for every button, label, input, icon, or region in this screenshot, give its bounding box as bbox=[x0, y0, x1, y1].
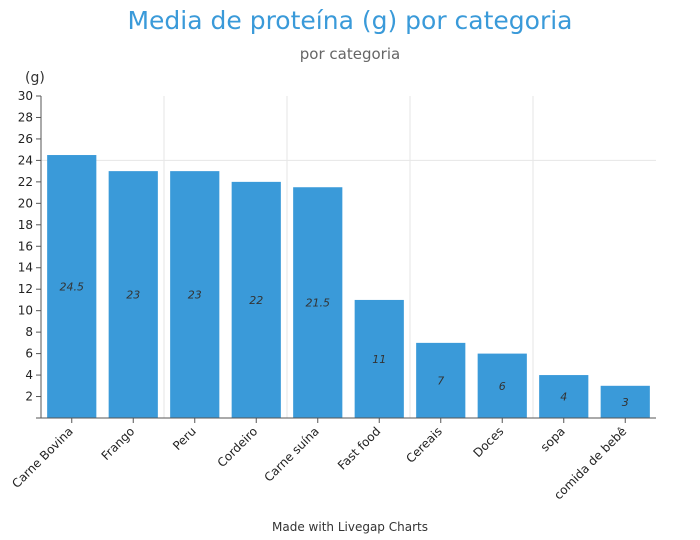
bar bbox=[231, 181, 281, 418]
bar bbox=[539, 375, 589, 418]
y-tick-label: 16 bbox=[18, 239, 33, 253]
bar bbox=[354, 299, 404, 418]
y-tick-label: 12 bbox=[18, 282, 33, 296]
category-label: Doces bbox=[470, 424, 506, 460]
y-axis-label: (g) bbox=[25, 70, 45, 86]
y-tick-label: 30 bbox=[18, 89, 33, 103]
gridlines bbox=[41, 96, 656, 418]
value-label: 23 bbox=[126, 289, 140, 302]
y-tick-label: 18 bbox=[18, 218, 33, 232]
y-tick-label: 6 bbox=[25, 347, 33, 361]
value-label: 23 bbox=[188, 289, 202, 302]
y-tick-label: 14 bbox=[18, 261, 33, 275]
y-tick-label: 2 bbox=[25, 390, 33, 404]
value-label: 22 bbox=[249, 294, 263, 307]
category-label: Carne suína bbox=[261, 424, 321, 484]
bar bbox=[170, 171, 220, 418]
y-tick-label: 8 bbox=[25, 325, 33, 339]
bar bbox=[600, 385, 650, 418]
bar bbox=[108, 171, 158, 418]
value-label: 24.5 bbox=[60, 281, 85, 294]
y-tick-label: 4 bbox=[25, 368, 33, 382]
category-label: Peru bbox=[170, 424, 199, 453]
bar bbox=[416, 342, 466, 418]
value-label: 11 bbox=[372, 353, 386, 366]
y-tick-label: 22 bbox=[18, 175, 33, 189]
bar bbox=[477, 353, 527, 418]
chart-subtitle: por categoria bbox=[299, 45, 401, 63]
value-labels: 24.5 23 23 22 21.5 11 7 6 4 3 bbox=[60, 281, 629, 409]
y-tick-label: 24 bbox=[18, 153, 33, 167]
value-label: 7 bbox=[437, 374, 444, 387]
value-label: 6 bbox=[499, 380, 506, 393]
chart-title: Media de proteína (g) por categoria bbox=[127, 6, 573, 35]
bar bbox=[47, 155, 97, 419]
category-label: Fast food bbox=[335, 424, 383, 472]
value-label: 21.5 bbox=[306, 297, 331, 310]
bars bbox=[47, 155, 650, 419]
category-label: Cereais bbox=[403, 424, 445, 466]
axes bbox=[36, 95, 656, 423]
y-tick-label: 10 bbox=[18, 304, 33, 318]
credit-text: Made with Livegap Charts bbox=[272, 520, 428, 534]
category-label: Carne Bovina bbox=[9, 424, 76, 491]
x-tick-labels: Carne Bovina Frango Peru Cordeiro Carne suín… bbox=[9, 424, 629, 502]
bar bbox=[293, 187, 343, 418]
y-tick-label: 26 bbox=[18, 132, 33, 146]
y-tick-label: 28 bbox=[18, 110, 33, 124]
y-tick-label: 20 bbox=[18, 196, 33, 210]
category-label: Cordeiro bbox=[215, 424, 261, 470]
value-label: 3 bbox=[622, 396, 629, 409]
category-label: sopa bbox=[538, 424, 568, 454]
category-label: Frango bbox=[99, 424, 138, 463]
value-label: 4 bbox=[560, 391, 567, 404]
